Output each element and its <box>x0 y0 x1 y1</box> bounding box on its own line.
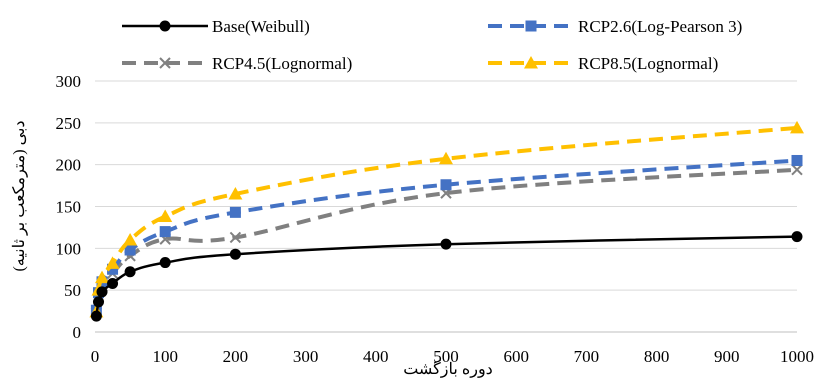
legend-item-base-weibull: Base(Weibull) <box>122 17 310 36</box>
marker-stroke <box>791 163 803 176</box>
x-tick-label: 300 <box>293 347 319 366</box>
legend-label-rcp8-5-lognormal: RCP8.5(Lognormal) <box>578 54 718 73</box>
legend-marker-rcp4-5-lognormal <box>159 57 171 69</box>
series-layer <box>89 120 804 322</box>
data-point-rcp2-6-log-pearson-3 <box>124 244 136 256</box>
data-point-base-weibull <box>229 248 241 260</box>
data-point-rcp4-5-lognormal <box>229 231 242 244</box>
data-point-rcp2-6-log-pearson-3 <box>229 206 241 218</box>
legend-marker-rcp2-6-log-pearson-3 <box>525 20 537 32</box>
data-point-base-weibull <box>96 286 108 298</box>
x-tick-label: 700 <box>574 347 600 366</box>
data-point-rcp8-5-lognormal <box>439 151 453 165</box>
gridlines <box>95 80 797 333</box>
y-axis-title: دبی (مترمکعب بر ثانیه) <box>11 120 28 271</box>
x-tick-label: 100 <box>152 347 178 366</box>
data-point-base-weibull <box>159 257 171 269</box>
x-tick-label: 900 <box>714 347 740 366</box>
x-tick-label: 0 <box>91 347 100 366</box>
y-tick-label: 0 <box>73 323 82 342</box>
data-point-rcp2-6-log-pearson-3 <box>159 226 171 238</box>
x-tick-label: 400 <box>363 347 389 366</box>
data-point-rcp8-5-lognormal <box>790 120 804 134</box>
data-point-rcp2-6-log-pearson-3 <box>107 263 119 275</box>
y-tick-label: 300 <box>56 72 82 91</box>
data-point-base-weibull <box>124 266 136 278</box>
series-rcp8-5-lognormal <box>89 120 804 318</box>
data-point-rcp8-5-lognormal <box>95 270 110 284</box>
data-point-base-weibull <box>93 296 105 308</box>
data-point-rcp8-5-lognormal <box>123 232 138 246</box>
x-tick-label: 600 <box>503 347 529 366</box>
data-point-rcp8-5-lognormal <box>158 209 173 223</box>
legend-marker-rcp8-5-lognormal <box>524 56 538 69</box>
legend-item-rcp8-5-lognormal: RCP8.5(Lognormal) <box>488 54 718 73</box>
legend-item-rcp4-5-lognormal: RCP4.5(Lognormal) <box>122 54 352 73</box>
y-tick-label: 150 <box>56 198 82 217</box>
data-point-rcp2-6-log-pearson-3 <box>440 179 452 191</box>
marker-stroke <box>229 231 242 244</box>
x-tick-label: 800 <box>644 347 670 366</box>
data-point-rcp8-5-lognormal <box>105 256 120 269</box>
data-point-base-weibull <box>107 277 119 289</box>
data-point-base-weibull <box>90 310 102 322</box>
series-rcp2-6-log-pearson-3 <box>90 154 803 316</box>
data-point-rcp2-6-log-pearson-3 <box>791 154 803 166</box>
data-point-base-weibull <box>440 238 452 250</box>
x-tick-label: 1000 <box>780 347 814 366</box>
data-point-base-weibull <box>791 231 803 243</box>
axes: 0 50 100 150 200 250 300 0 100 200 300 400 500 600 700… <box>56 72 815 366</box>
x-axis-title: دوره بازگشت <box>403 359 493 378</box>
legend-marker-base-weibull <box>159 20 171 32</box>
y-tick-label: 100 <box>56 239 82 258</box>
data-point-rcp4-5-lognormal <box>791 163 803 176</box>
series-base-weibull <box>90 231 803 322</box>
legend-label-base-weibull: Base(Weibull) <box>212 17 310 36</box>
legend-label-rcp2-6-log-pearson-3: RCP2.6(Log-Pearson 3) <box>578 17 742 36</box>
y-tick-label: 50 <box>64 281 81 300</box>
x-tick-label: 500 <box>433 347 459 366</box>
legend-label-rcp4-5-lognormal: RCP4.5(Lognormal) <box>212 54 352 73</box>
y-tick-label: 250 <box>56 114 82 133</box>
data-point-rcp8-5-lognormal <box>228 186 243 200</box>
legend: Base(Weibull) RCP2.6(Log-Pearson 3) RCP4.5… <box>122 17 742 73</box>
x-tick-label: 200 <box>223 347 249 366</box>
marker-stroke <box>159 57 171 69</box>
legend-item-rcp2-6-log-pearson-3: RCP2.6(Log-Pearson 3) <box>488 17 742 36</box>
y-tick-label: 200 <box>56 156 82 175</box>
